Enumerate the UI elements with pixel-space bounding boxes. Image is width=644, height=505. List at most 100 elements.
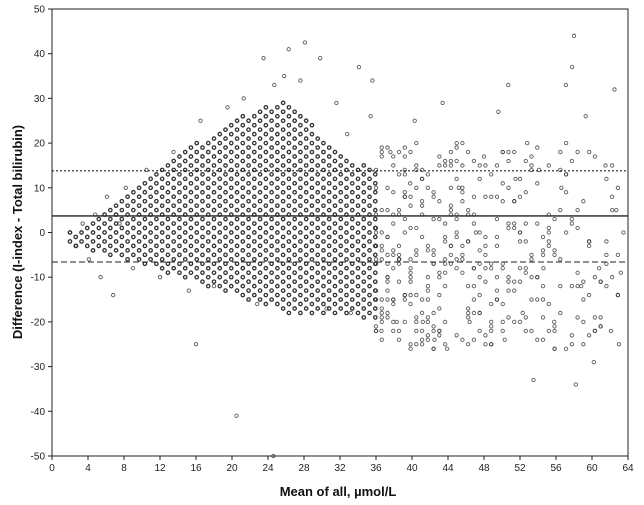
- data-point: [182, 221, 188, 226]
- data-point: [523, 315, 528, 320]
- data-point: [200, 207, 205, 213]
- data-point: [119, 216, 125, 222]
- data-point: [280, 306, 286, 311]
- data-point: [419, 328, 425, 333]
- data-point: [263, 113, 269, 119]
- data-point: [251, 239, 257, 244]
- data-point: [324, 306, 329, 311]
- data-point: [598, 279, 603, 284]
- data-point: [280, 288, 286, 293]
- data-point: [280, 270, 286, 276]
- data-point: [355, 239, 361, 244]
- data-point: [558, 257, 563, 262]
- data-point: [303, 234, 309, 240]
- data-point: [194, 230, 200, 235]
- data-point: [98, 275, 103, 280]
- data-point: [483, 252, 488, 258]
- data-point: [117, 221, 122, 226]
- data-point: [123, 185, 128, 190]
- data-point: [591, 359, 596, 365]
- data-point: [523, 328, 528, 333]
- data-point: [349, 180, 355, 186]
- data-point: [349, 279, 355, 285]
- data-point: [257, 252, 263, 258]
- data-point: [240, 265, 246, 271]
- data-point: [332, 158, 338, 164]
- data-point: [309, 203, 315, 209]
- data-point: [385, 310, 390, 316]
- data-point: [552, 328, 557, 333]
- data-point: [379, 149, 384, 155]
- data-point: [419, 167, 425, 173]
- data-point: [154, 225, 159, 231]
- data-point: [506, 288, 511, 293]
- data-point: [344, 221, 349, 226]
- data-point: [621, 230, 626, 235]
- data-point: [234, 198, 240, 204]
- data-point: [298, 140, 303, 146]
- data-point: [615, 185, 621, 190]
- data-point: [385, 185, 390, 190]
- data-point: [396, 243, 402, 249]
- data-point: [234, 136, 240, 141]
- data-point: [292, 109, 297, 115]
- data-point: [349, 163, 355, 168]
- data-point: [586, 243, 592, 249]
- data-point: [234, 180, 240, 186]
- data-point: [177, 270, 182, 276]
- data-point: [419, 203, 425, 208]
- data-point: [442, 234, 448, 240]
- data-point: [612, 87, 617, 92]
- data-point: [315, 297, 321, 302]
- data-point: [321, 265, 326, 271]
- data-point: [355, 230, 361, 235]
- data-point: [408, 279, 413, 284]
- data-point: [113, 248, 119, 253]
- x-tick-label: 36: [370, 463, 382, 474]
- data-point: [263, 203, 269, 209]
- y-tick-label: 10: [34, 183, 46, 194]
- data-point: [275, 292, 280, 298]
- data-point: [431, 328, 436, 333]
- data-point: [280, 252, 286, 258]
- data-point: [251, 158, 257, 164]
- data-point: [280, 198, 286, 204]
- data-point: [326, 145, 332, 150]
- data-point: [575, 225, 580, 231]
- data-point: [338, 180, 344, 186]
- data-point: [246, 136, 251, 141]
- data-point: [569, 342, 574, 347]
- data-point: [257, 189, 263, 195]
- data-point: [182, 274, 188, 280]
- x-tick-label: 56: [550, 463, 562, 474]
- data-point: [517, 279, 523, 284]
- data-point: [144, 167, 149, 173]
- data-point: [355, 203, 361, 209]
- data-point: [240, 176, 246, 182]
- data-point: [454, 230, 459, 235]
- data-point: [425, 283, 430, 289]
- data-point: [269, 180, 274, 186]
- data-point: [471, 194, 477, 199]
- data-point: [309, 158, 315, 164]
- data-point: [240, 122, 246, 128]
- data-point: [552, 252, 557, 258]
- data-point: [286, 221, 292, 226]
- data-point: [263, 301, 269, 307]
- data-point: [535, 145, 540, 150]
- data-point: [546, 225, 551, 231]
- data-point: [355, 185, 361, 191]
- data-point: [275, 239, 280, 244]
- data-point: [177, 225, 182, 231]
- data-point: [332, 248, 338, 253]
- data-point: [292, 145, 297, 150]
- data-point: [408, 194, 413, 199]
- data-point: [171, 230, 177, 235]
- data-point: [442, 158, 448, 164]
- x-axis-title: Mean of all, µmol/L: [280, 484, 397, 499]
- data-point: [338, 198, 344, 204]
- data-point: [275, 104, 280, 110]
- data-point: [182, 185, 188, 191]
- data-point: [303, 118, 309, 124]
- data-point: [280, 225, 286, 231]
